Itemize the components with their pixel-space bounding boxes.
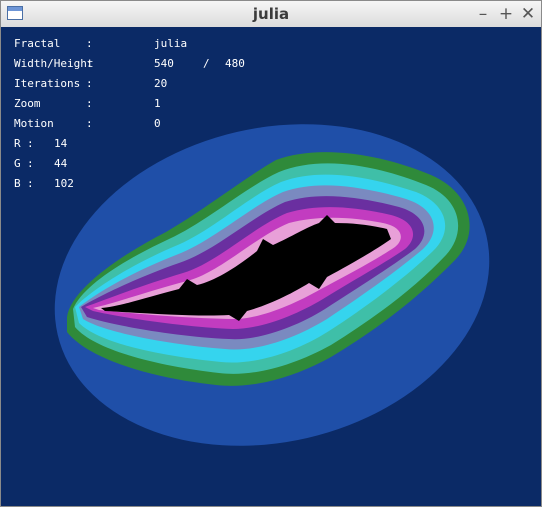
fractal-canvas[interactable]: Fractal : julia Width/Height : 540 / 480…: [1, 27, 541, 506]
zoom-value: 1: [154, 97, 161, 110]
size-value-sep: /: [203, 57, 210, 70]
fractal-core: [101, 215, 391, 321]
b-value: 102: [54, 177, 74, 190]
title-bar[interactable]: julia – + ✕: [1, 1, 541, 28]
r-value: 14: [54, 137, 68, 150]
maximize-icon[interactable]: +: [498, 4, 514, 24]
motion-sep: :: [86, 117, 93, 130]
iterations-label: Iterations: [14, 77, 81, 90]
r-sep: :: [27, 137, 34, 150]
window-title: julia: [252, 5, 290, 23]
minimize-icon[interactable]: –: [478, 4, 488, 24]
height-value: 480: [225, 57, 245, 70]
zoom-label: Zoom: [14, 97, 41, 110]
size-label: Width/Height: [14, 57, 94, 70]
r-label: R: [14, 137, 21, 150]
width-value: 540: [154, 57, 174, 70]
julia-fractal-image: [1, 27, 541, 506]
size-sep: :: [86, 57, 93, 70]
window-icon: [7, 6, 23, 20]
fractal-label: Fractal: [14, 37, 61, 50]
g-label: G: [14, 157, 21, 170]
b-label: B: [14, 177, 21, 190]
motion-label: Motion: [14, 117, 54, 130]
iterations-value: 20: [154, 77, 168, 90]
close-icon[interactable]: ✕: [520, 4, 536, 24]
b-sep: :: [27, 177, 34, 190]
iterations-sep: :: [86, 77, 93, 90]
fractal-value: julia: [154, 37, 188, 50]
motion-value: 0: [154, 117, 161, 130]
zoom-sep: :: [86, 97, 93, 110]
fractal-sep: :: [86, 37, 93, 50]
g-value: 44: [54, 157, 68, 170]
g-sep: :: [27, 157, 34, 170]
